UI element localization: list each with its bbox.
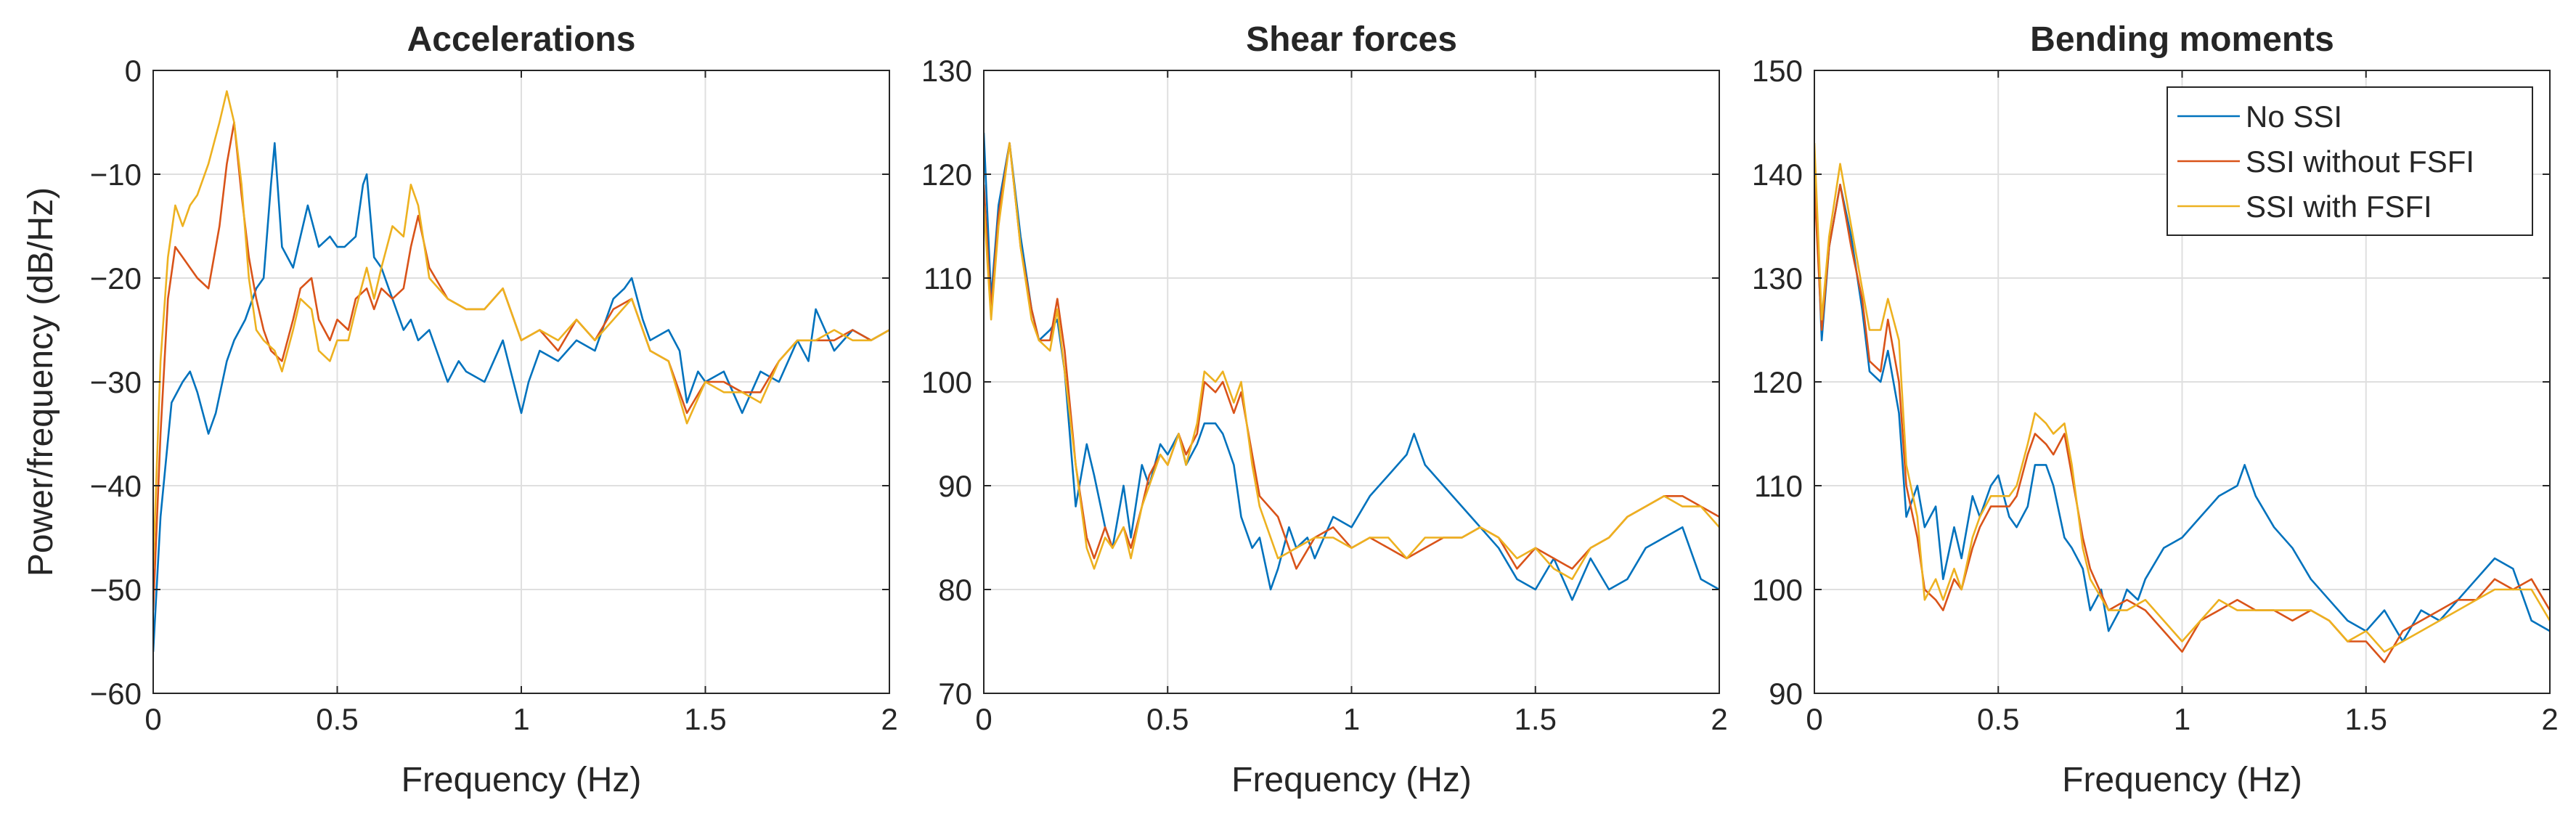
series-group	[984, 132, 1719, 601]
y-axis-label: Power/frequency (dB/Hz)	[22, 187, 60, 576]
x-axis-label: Frequency (Hz)	[402, 761, 642, 799]
y-tick-label: −40	[90, 469, 142, 503]
x-tick-label: 1.5	[2345, 702, 2387, 736]
x-tick-label: 1	[513, 702, 529, 736]
y-tick-label: −20	[90, 261, 142, 295]
chart-title: Accelerations	[407, 20, 636, 59]
y-tick-label: 110	[924, 261, 972, 295]
x-tick-label: 2	[881, 702, 897, 736]
x-axis-label: Frequency (Hz)	[2062, 761, 2302, 799]
y-tick-label: 90	[938, 469, 972, 503]
y-tick-label: −30	[90, 365, 142, 399]
series-line-ssi-with-fsfi	[153, 90, 889, 569]
legend: No SSI SSI without FSFI SSI with FSFI	[2167, 86, 2533, 236]
x-tick-label: 0	[975, 702, 992, 736]
y-tick-label: 100	[921, 365, 972, 399]
y-tick-label: 120	[921, 158, 972, 192]
series-line-no-ssi	[984, 132, 1719, 601]
series-group	[1814, 143, 2550, 664]
y-tick-label: 0	[125, 54, 142, 88]
x-tick-label: 1	[2174, 702, 2190, 736]
chart-panel-1: 0 0.5 1 1.5 2 −60 −50 −40 −30 −20 −10 0 Acceleration…	[22, 20, 898, 799]
x-tick-label: 0.5	[1977, 702, 2019, 736]
y-tick-label: 80	[938, 573, 972, 607]
y-tick-label: 70	[938, 677, 972, 711]
legend-label-ssi-without-fsfi: SSI without FSFI	[2246, 144, 2474, 179]
x-tick-label: 0.5	[316, 702, 358, 736]
x-axis-label: Frequency (Hz)	[1231, 761, 1472, 799]
x-tick-label: 2	[2541, 702, 2558, 736]
chart-title: Shear forces	[1246, 20, 1457, 59]
x-tick-label: 0	[1806, 702, 1822, 736]
series-line-ssi-with-fsfi	[984, 142, 1719, 581]
series-line-no-ssi	[1814, 153, 2550, 643]
y-tick-label: 100	[1752, 573, 1803, 607]
x-tick-label: 0	[144, 702, 161, 736]
y-tick-label: 90	[1769, 677, 1803, 711]
chart-panel-2: 0 0.5 1 1.5 2 70 80 90 100 110 120 130 Shear forces F…	[921, 20, 1728, 799]
series-line-ssi-without-fsfi	[984, 142, 1719, 570]
y-tick-label: 130	[921, 54, 972, 88]
y-tick-label: 120	[1752, 365, 1803, 399]
x-tick-label: 1.5	[1515, 702, 1557, 736]
chart-panel-3: 0 0.5 1 1.5 2 90 100 110 120 130 140 150 Bending mom…	[1752, 20, 2559, 799]
x-tick-label: 1	[1343, 702, 1360, 736]
chart-title: Bending moments	[2030, 20, 2334, 59]
x-tick-label: 2	[1711, 702, 1727, 736]
y-tick-label: 140	[1752, 158, 1803, 192]
legend-label-ssi-with-fsfi: SSI with FSFI	[2246, 189, 2432, 224]
y-tick-label: 110	[1754, 469, 1803, 503]
x-tick-label: 1.5	[684, 702, 726, 736]
series-group	[153, 90, 889, 652]
y-tick-label: 150	[1752, 54, 1803, 88]
series-line-ssi-without-fsfi	[1814, 184, 2550, 664]
y-tick-label: −10	[90, 158, 142, 192]
y-tick-label: −60	[90, 677, 142, 711]
series-line-ssi-without-fsfi	[153, 121, 889, 611]
legend-label-no-ssi: No SSI	[2246, 99, 2342, 134]
y-tick-label: 130	[1752, 261, 1803, 295]
x-tick-label: 0.5	[1146, 702, 1189, 736]
y-tick-label: −50	[90, 573, 142, 607]
series-line-ssi-with-fsfi	[1814, 143, 2550, 653]
